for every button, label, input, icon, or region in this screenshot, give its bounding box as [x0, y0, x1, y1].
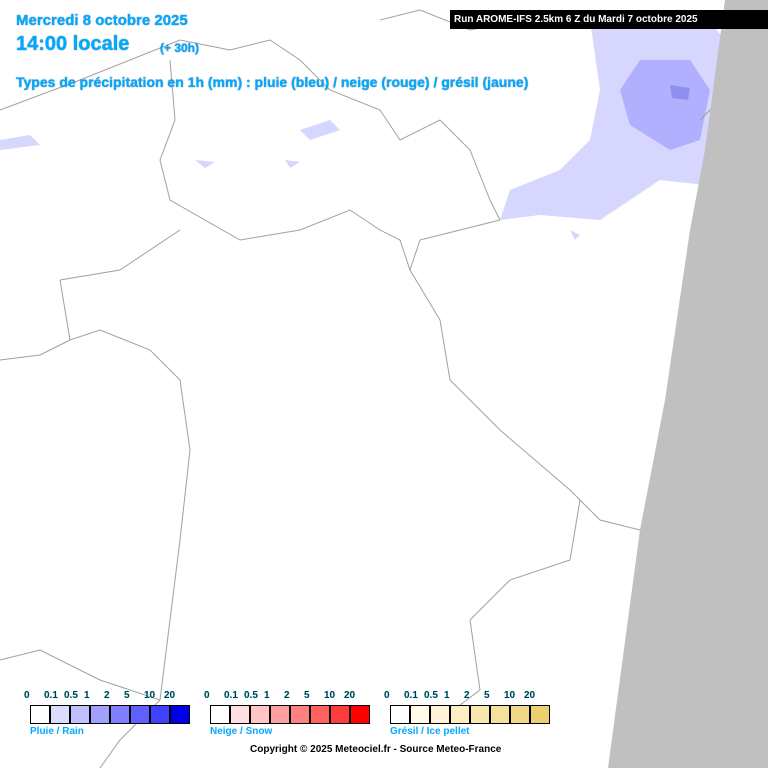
legend-label: 0.1 — [404, 690, 418, 701]
offset: (+ 30h) — [160, 41, 200, 55]
legend-swatch — [110, 705, 130, 724]
legend-label: 10 — [504, 690, 516, 701]
legend-label: 1 — [444, 690, 450, 701]
legend-label: 0 — [204, 690, 210, 701]
legend-swatch — [530, 705, 550, 724]
date: Mercredi 8 octobre 2025 — [16, 12, 188, 29]
legend-swatch — [270, 705, 290, 724]
legend-swatch — [350, 705, 370, 724]
legend-label: 20 — [164, 690, 176, 701]
legend-label: 5 — [484, 690, 490, 701]
legend-swatch — [150, 705, 170, 724]
legend-label: 0 — [24, 690, 30, 701]
legend-swatch — [230, 705, 250, 724]
legend-swatch — [330, 705, 350, 724]
no-data-area — [608, 0, 768, 768]
rain-core — [670, 85, 690, 100]
legend-swatch — [450, 705, 470, 724]
borders — [0, 9, 768, 768]
legend-name: Neige / Snow — [210, 726, 273, 737]
legend-swatch — [70, 705, 90, 724]
legend-swatch — [430, 705, 450, 724]
legend-swatch — [170, 705, 190, 724]
legend-swatch — [250, 705, 270, 724]
legend-swatch — [210, 705, 230, 724]
legend-label: 5 — [304, 690, 310, 701]
legend-label: 20 — [524, 690, 536, 701]
legend-swatch — [490, 705, 510, 724]
map-title: Types de précipitation en 1h (mm) : plui… — [16, 74, 529, 90]
legend-swatch — [90, 705, 110, 724]
legend-name: Pluie / Rain — [30, 726, 84, 737]
legend-label: 0 — [384, 690, 390, 701]
legend-label: 10 — [324, 690, 336, 701]
legend-label: 20 — [344, 690, 356, 701]
legend-label: 0.5 — [64, 690, 78, 701]
legend-swatch — [410, 705, 430, 724]
legend-swatch — [310, 705, 330, 724]
rain-area-moderate — [620, 60, 710, 150]
legend-label: 2 — [104, 690, 110, 701]
legend-label: 2 — [284, 690, 290, 701]
legend-swatch — [290, 705, 310, 724]
legend-label: 0.1 — [224, 690, 238, 701]
legend-swatch — [510, 705, 530, 724]
legend-label: 0.5 — [244, 690, 258, 701]
legend-label: 1 — [84, 690, 90, 701]
legend-label: 5 — [124, 690, 130, 701]
legend-label: 10 — [144, 690, 156, 701]
legend-label: 0.5 — [424, 690, 438, 701]
legend-swatch — [50, 705, 70, 724]
run-info: Run AROME-IFS 2.5km 6 Z du Mardi 7 octob… — [450, 10, 768, 29]
legend-swatch — [390, 705, 410, 724]
legend-label: 1 — [264, 690, 270, 701]
legend-label: 0.1 — [44, 690, 58, 701]
legend-swatch — [130, 705, 150, 724]
time: 14:00 locale — [16, 33, 130, 55]
legend-name: Grésil / Ice pellet — [390, 726, 470, 737]
copyright: Copyright © 2025 Meteociel.fr - Source M… — [250, 744, 502, 755]
legend-swatch — [30, 705, 50, 724]
legend-label: 2 — [464, 690, 470, 701]
legend-swatch — [470, 705, 490, 724]
